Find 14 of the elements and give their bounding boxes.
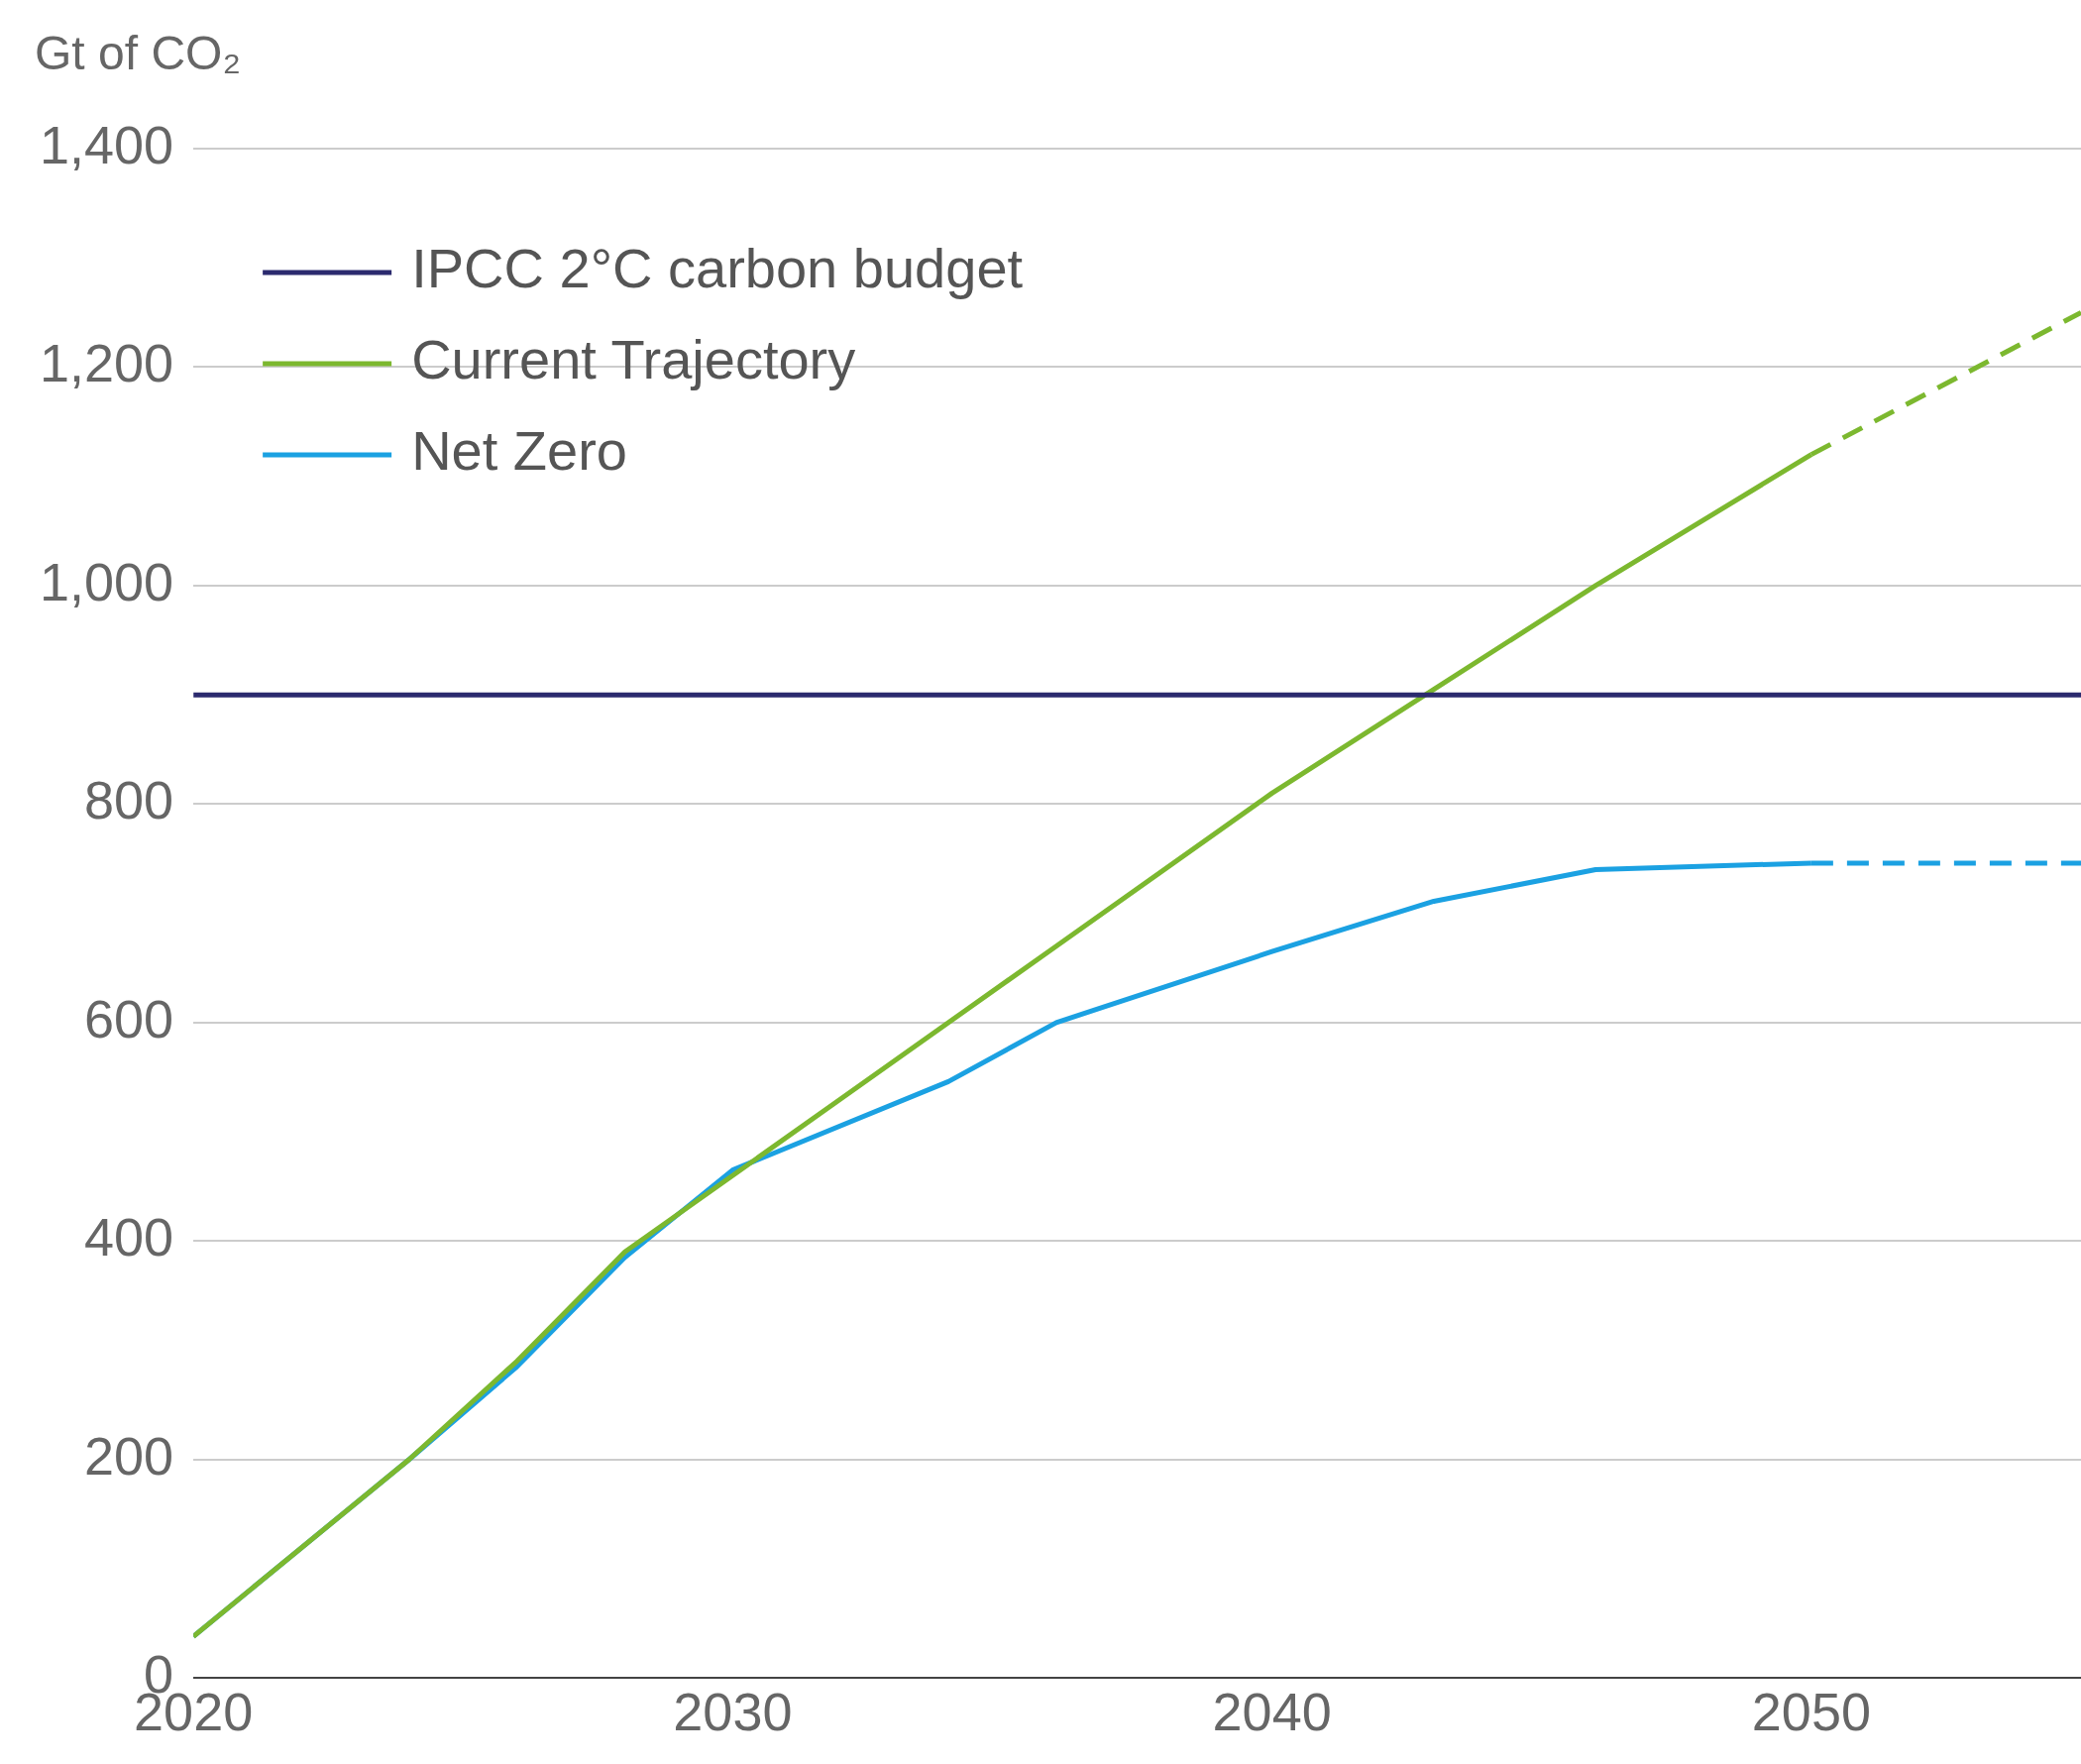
y-tick-label: 1,200	[39, 333, 174, 393]
x-tick-label: 2030	[673, 1682, 793, 1742]
legend-label: Net Zero	[411, 419, 627, 483]
y-tick-label: 200	[84, 1425, 174, 1486]
y-axis-title: Gt of CO₂	[35, 27, 242, 79]
x-tick-label: 2040	[1212, 1682, 1332, 1742]
y-tick-label: 400	[84, 1207, 174, 1268]
y-tick-label: 1,000	[39, 551, 174, 611]
x-tick-label: 2050	[1751, 1682, 1871, 1742]
y-tick-label: 1,400	[39, 114, 174, 174]
y-tick-label: 800	[84, 770, 174, 830]
y-tick-label: 600	[84, 988, 174, 1048]
legend-label: IPCC 2°C carbon budget	[411, 237, 1024, 300]
legend-label: Current Trajectory	[411, 328, 856, 391]
